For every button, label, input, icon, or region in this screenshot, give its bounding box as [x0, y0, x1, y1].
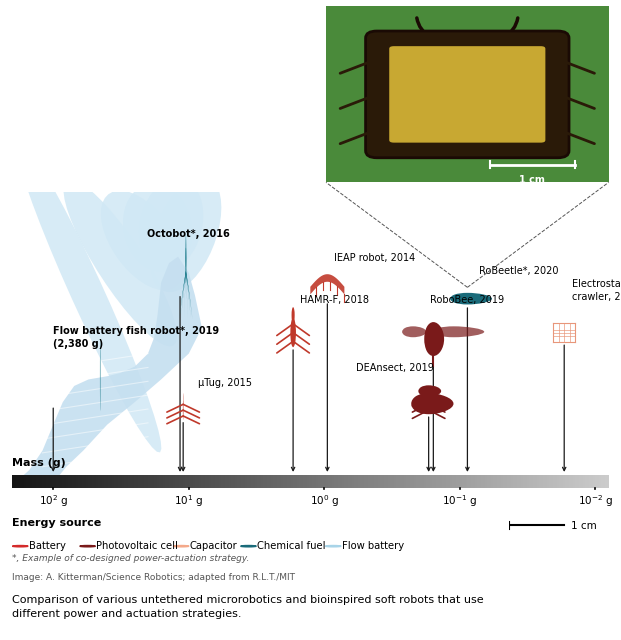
Text: Electrostatic
crawler, 2017: Electrostatic crawler, 2017	[571, 280, 621, 302]
Text: 1 cm: 1 cm	[571, 521, 597, 531]
Text: Battery: Battery	[29, 541, 66, 551]
Polygon shape	[186, 271, 193, 319]
Ellipse shape	[402, 326, 427, 337]
Polygon shape	[12, 257, 202, 483]
Text: Flow battery: Flow battery	[342, 541, 404, 551]
Polygon shape	[186, 271, 191, 319]
Text: μTug, 2015: μTug, 2015	[198, 378, 252, 388]
Ellipse shape	[291, 307, 295, 323]
Text: RoBeetle*, 2020: RoBeetle*, 2020	[479, 266, 559, 276]
Polygon shape	[63, 180, 177, 346]
Ellipse shape	[433, 326, 484, 337]
Text: *, Example of co-designed power-actuation strategy.: *, Example of co-designed power-actuatio…	[12, 554, 250, 563]
Circle shape	[79, 545, 96, 547]
Polygon shape	[186, 271, 193, 319]
Text: DEAnsect, 2019: DEAnsect, 2019	[356, 363, 434, 373]
Text: $10^{-2}$ g: $10^{-2}$ g	[578, 493, 613, 509]
Polygon shape	[179, 271, 186, 319]
Text: Flow battery fish robot*, 2019
(2,380 g): Flow battery fish robot*, 2019 (2,380 g)	[53, 326, 219, 349]
Polygon shape	[150, 176, 221, 292]
Polygon shape	[123, 184, 192, 271]
Ellipse shape	[291, 318, 296, 347]
Text: RoboBee, 2019: RoboBee, 2019	[430, 295, 504, 305]
Ellipse shape	[424, 322, 444, 356]
Text: Photovoltaic cell: Photovoltaic cell	[96, 541, 178, 551]
Ellipse shape	[419, 385, 441, 397]
Text: Energy source: Energy source	[12, 518, 102, 529]
FancyBboxPatch shape	[366, 31, 569, 158]
Text: $10^1$ g: $10^1$ g	[174, 493, 204, 509]
Text: $10^2$ g: $10^2$ g	[39, 493, 68, 509]
Text: IEAP robot, 2014: IEAP robot, 2014	[334, 253, 415, 263]
Text: $10^{-1}$ g: $10^{-1}$ g	[442, 493, 478, 509]
Polygon shape	[16, 138, 161, 452]
Text: Comparison of various untethered microrobotics and bioinspired soft robots that : Comparison of various untethered microro…	[12, 595, 484, 619]
FancyBboxPatch shape	[388, 45, 546, 143]
Polygon shape	[326, 6, 609, 182]
Text: Image: A. Kitterman/Science Robotics; adapted from R.L.T./MIT: Image: A. Kitterman/Science Robotics; ad…	[12, 573, 296, 582]
Polygon shape	[186, 271, 188, 319]
Text: Chemical fuel: Chemical fuel	[257, 541, 325, 551]
Circle shape	[173, 545, 189, 547]
Polygon shape	[101, 191, 184, 291]
Circle shape	[12, 545, 28, 547]
Text: Capacitor: Capacitor	[190, 541, 237, 551]
Polygon shape	[179, 271, 186, 319]
Text: 1 cm: 1 cm	[519, 175, 545, 186]
Text: Mass (g): Mass (g)	[12, 458, 66, 468]
Circle shape	[325, 545, 341, 547]
Ellipse shape	[411, 393, 453, 414]
Text: Octobot*, 2016: Octobot*, 2016	[147, 229, 230, 239]
Polygon shape	[139, 178, 203, 271]
Polygon shape	[181, 271, 186, 319]
Text: HAMR-F, 2018: HAMR-F, 2018	[301, 295, 369, 305]
Text: $10^0$ g: $10^0$ g	[310, 493, 339, 509]
Polygon shape	[184, 271, 186, 319]
Ellipse shape	[450, 293, 492, 305]
Polygon shape	[310, 274, 345, 294]
Circle shape	[240, 545, 256, 547]
